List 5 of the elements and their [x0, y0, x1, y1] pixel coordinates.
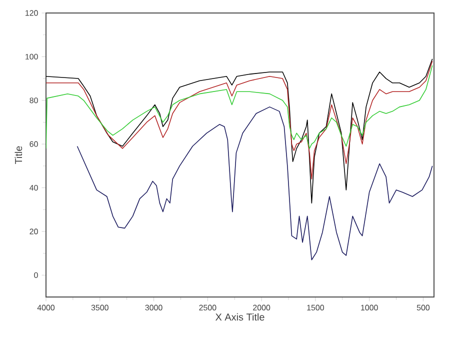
line-series: [46, 58, 433, 204]
x-axis-title: X Axis Title: [215, 313, 264, 321]
line-series: [46, 65, 433, 149]
y-axis-title: Title: [14, 146, 22, 164]
line-series: [76, 106, 433, 260]
